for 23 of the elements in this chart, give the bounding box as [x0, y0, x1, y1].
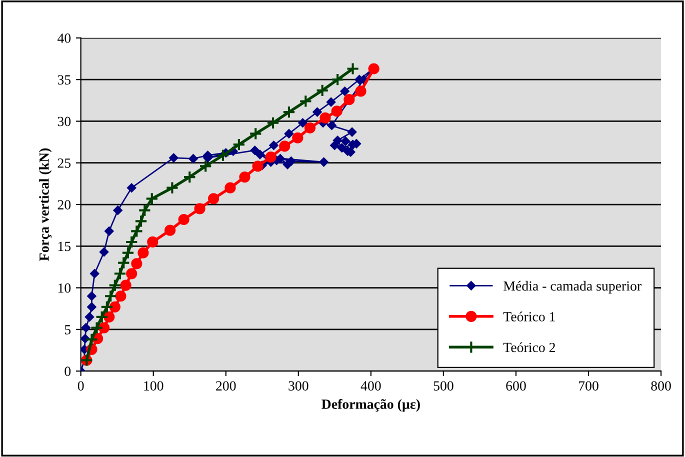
x-tick-label: 100 [144, 381, 164, 391]
x-tick-label: 500 [434, 381, 454, 391]
x-axis-title: Deformação (µε) [322, 398, 420, 412]
legend-label: Média - camada superior [504, 280, 642, 294]
y-tick-label: 30 [58, 116, 71, 126]
y-tick-label: 0 [64, 366, 71, 376]
x-tick-label: 600 [506, 381, 526, 391]
y-tick-label: 40 [57, 34, 71, 43]
x-tick-label: 800 [651, 381, 671, 391]
x-tick-label: 0 [78, 381, 84, 391]
x-tick-label: 400 [360, 381, 381, 391]
y-tick-label: 25 [58, 158, 71, 168]
y-tick-label: 5 [64, 325, 71, 334]
y-axis-title: Força vertical (kN) [39, 148, 52, 261]
legend-label: Teórico 2 [503, 342, 555, 352]
legend-label: Teórico 1 [503, 312, 555, 322]
x-tick-label: 300 [288, 381, 308, 391]
x-tick-label: 700 [579, 381, 598, 391]
y-tick-label: 10 [58, 283, 71, 293]
y-tick-label: 15 [58, 242, 71, 252]
y-tick-label: 35 [58, 75, 71, 85]
y-tick-label: 20 [58, 200, 71, 210]
x-tick-label: 200 [216, 381, 236, 391]
